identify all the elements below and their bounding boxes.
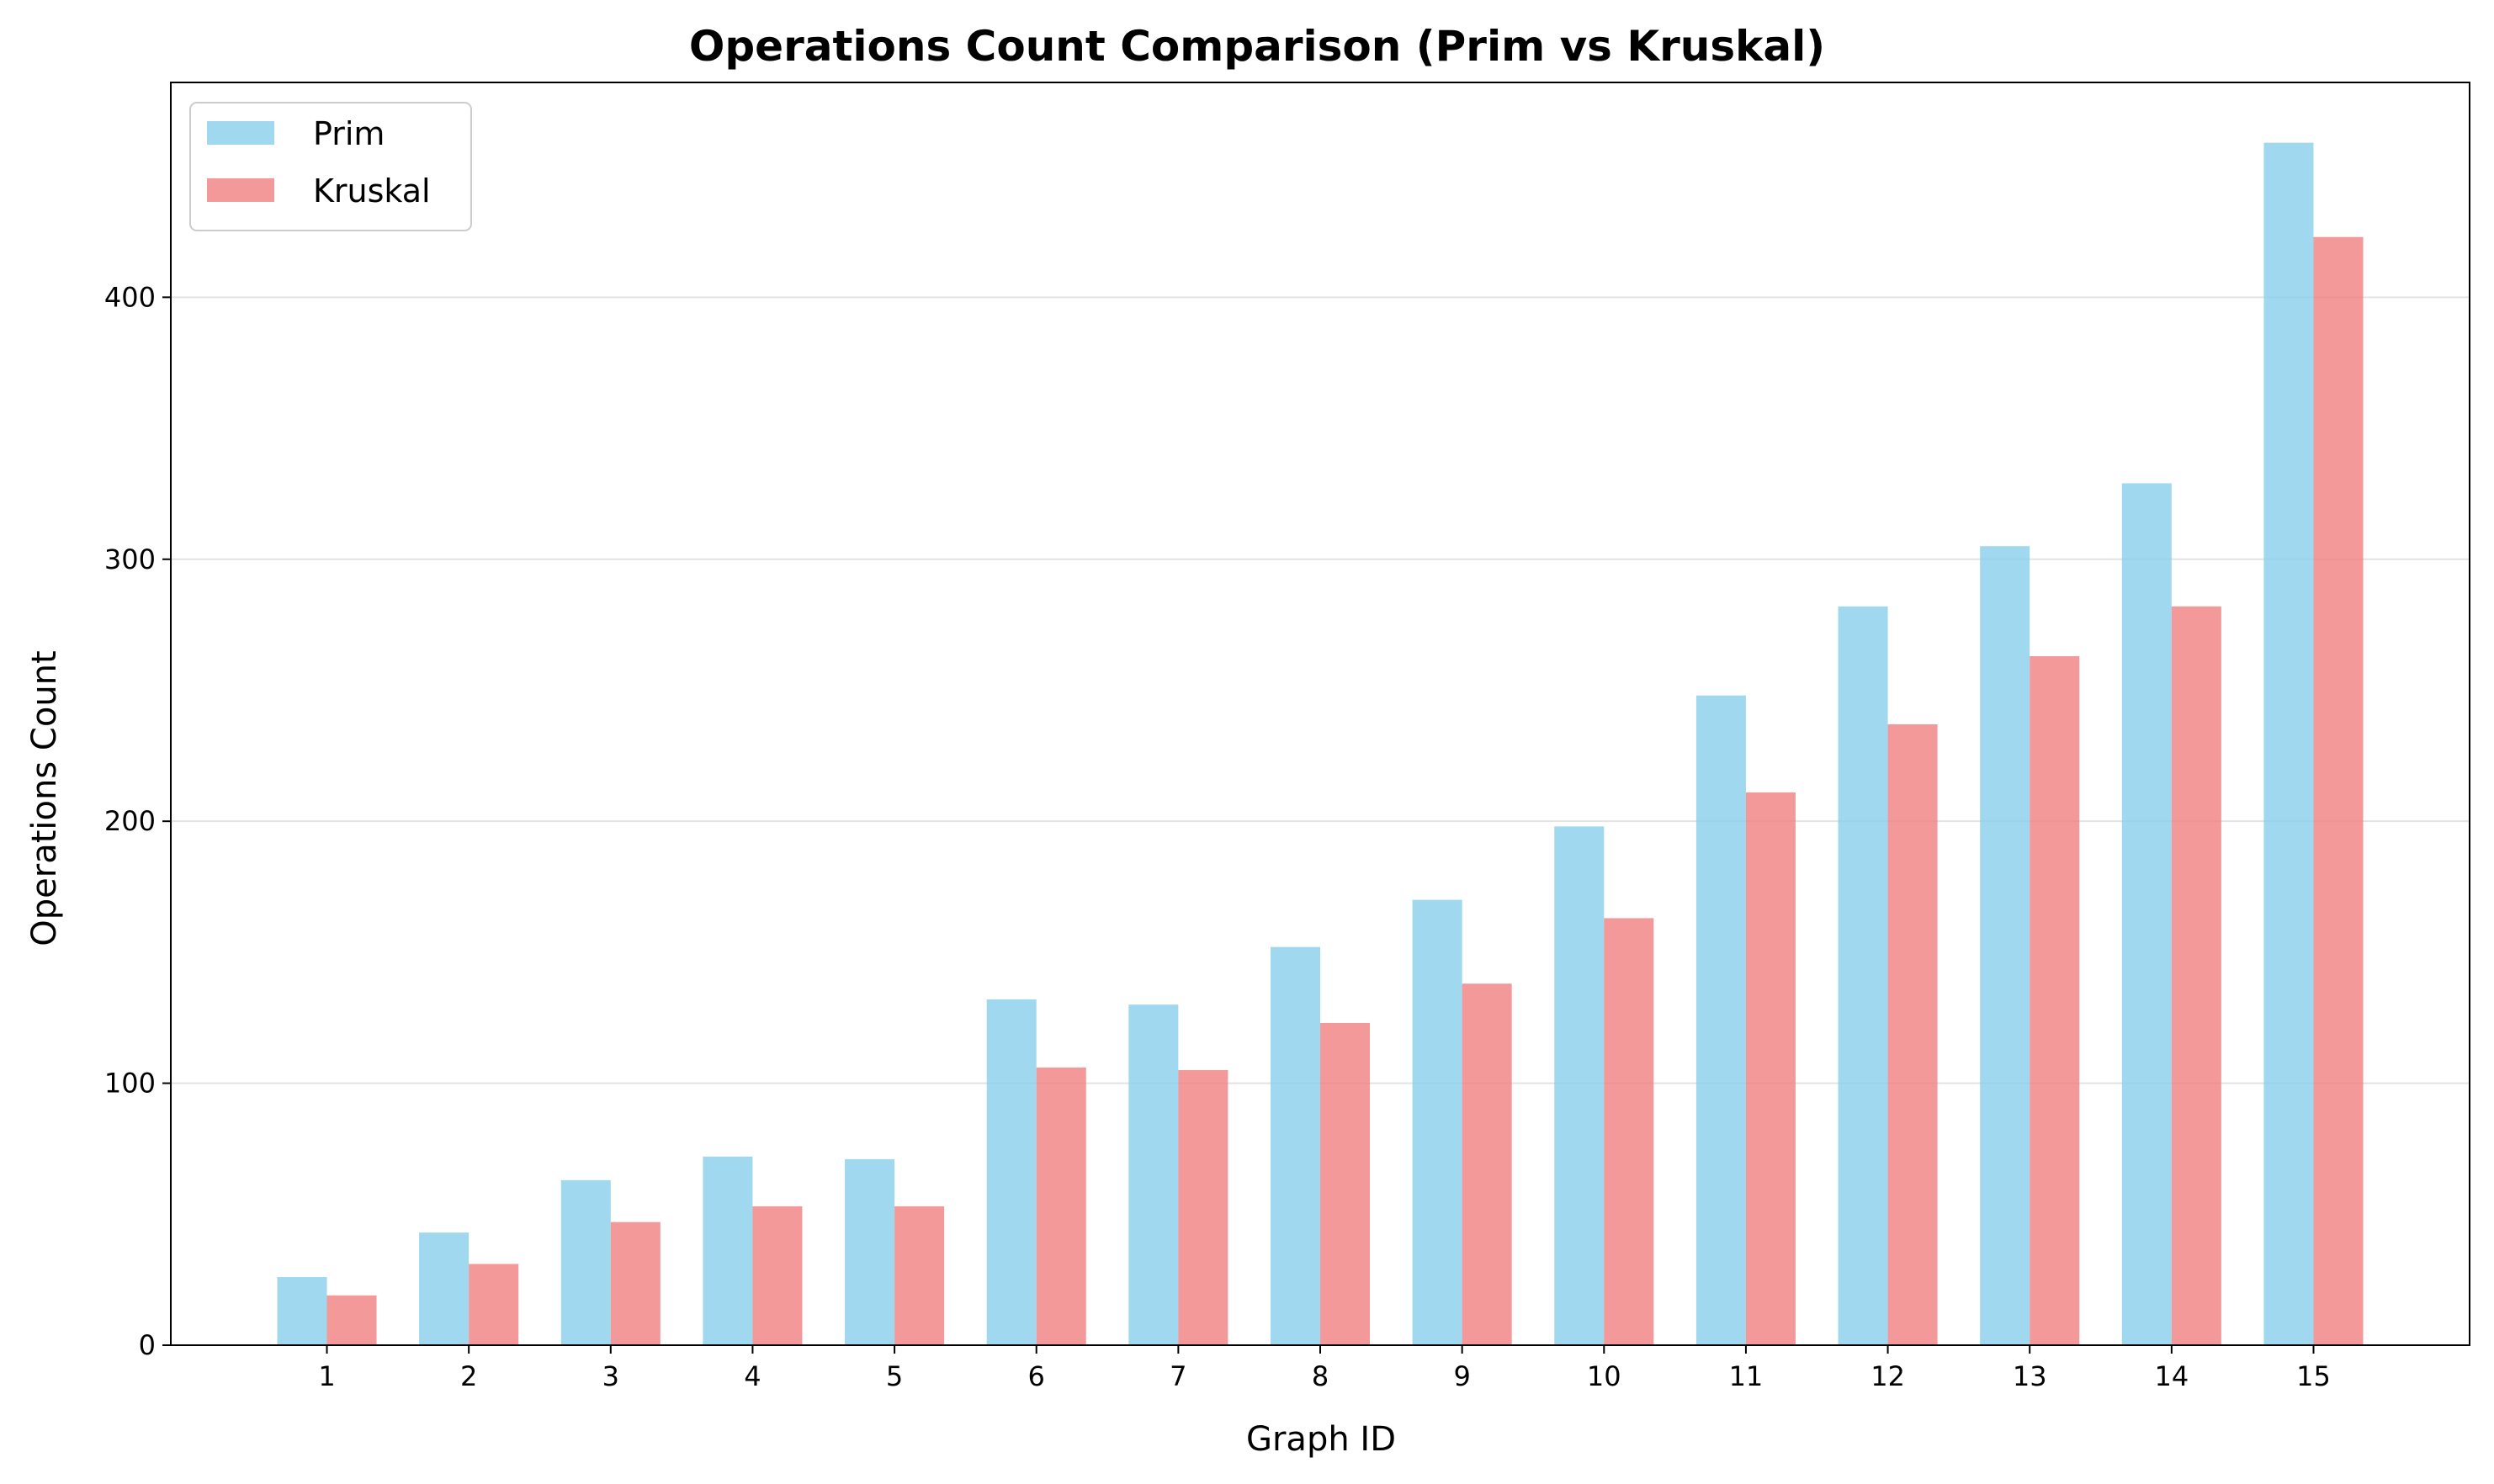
x-axis-ticks: 1 2 3 4 5 6 7 8 9 10 11 12 13 14 15: [318, 1345, 2331, 1392]
x-tick-label: 2: [460, 1360, 477, 1392]
bar-prim-15: [2263, 142, 2314, 1345]
bar-kruskal-14: [2171, 606, 2221, 1345]
x-tick-label: 5: [886, 1360, 903, 1392]
bar-prim-6: [986, 999, 1037, 1345]
bar-prim-14: [2121, 483, 2172, 1345]
bar-kruskal-3: [610, 1222, 661, 1345]
chart-title: Operations Count Comparison (Prim vs Kru…: [689, 22, 1825, 71]
x-tick-label: 1: [318, 1360, 335, 1392]
legend-label-prim: Prim: [313, 115, 385, 152]
bar-prim-12: [1838, 606, 1888, 1345]
bar-prim-5: [845, 1158, 895, 1345]
x-tick-label: 11: [1729, 1360, 1764, 1392]
bar-kruskal-8: [1320, 1022, 1371, 1345]
bar-kruskal-2: [469, 1264, 519, 1345]
bar-kruskal-1: [326, 1295, 377, 1345]
bar-kruskal-11: [1745, 792, 1796, 1345]
y-tick-label: 400: [104, 281, 156, 313]
bar-prim-7: [1128, 1004, 1179, 1345]
x-tick-label: 9: [1453, 1360, 1470, 1392]
y-tick-label: 0: [139, 1329, 156, 1361]
y-axis-ticks: 0 100 200 300 400: [104, 281, 171, 1361]
x-tick-label: 12: [1870, 1360, 1905, 1392]
x-tick-label: 14: [2154, 1360, 2189, 1392]
x-tick-label: 15: [2296, 1360, 2331, 1392]
bar-prim-13: [1980, 546, 2030, 1345]
y-axis-label: Operations Count: [25, 650, 64, 946]
bar-prim-3: [560, 1179, 611, 1345]
bar-kruskal-13: [2030, 655, 2080, 1345]
bar-kruskal-4: [752, 1206, 803, 1345]
legend-label-kruskal: Kruskal: [313, 172, 431, 209]
bar-prim-8: [1270, 946, 1320, 1345]
x-tick-label: 4: [744, 1360, 761, 1392]
x-axis-label: Graph ID: [1246, 1420, 1396, 1459]
legend-swatch-kruskal: [207, 178, 274, 202]
bar-prim-4: [703, 1156, 753, 1345]
bar-kruskal-9: [1462, 983, 1512, 1345]
x-tick-label: 10: [1587, 1360, 1621, 1392]
y-tick-label: 300: [104, 543, 156, 575]
x-tick-label: 13: [2013, 1360, 2047, 1392]
x-tick-label: 3: [602, 1360, 619, 1392]
y-tick-label: 200: [104, 805, 156, 837]
x-tick-label: 7: [1170, 1360, 1186, 1392]
bar-prim-9: [1412, 899, 1462, 1345]
bar-kruskal-5: [894, 1206, 945, 1345]
bar-prim-11: [1695, 695, 1746, 1345]
bar-prim-10: [1554, 826, 1605, 1345]
grid-lines: [171, 296, 2470, 1084]
bar-kruskal-12: [1887, 723, 1938, 1345]
bar-kruskal-10: [1604, 918, 1654, 1345]
legend: Prim Kruskal: [189, 102, 472, 231]
x-tick-label: 8: [1312, 1360, 1329, 1392]
bar-kruskal-6: [1036, 1067, 1086, 1345]
legend-swatch-prim: [207, 121, 274, 145]
bar-prim-2: [419, 1232, 470, 1345]
bar-kruskal-15: [2313, 236, 2364, 1345]
y-tick-label: 100: [104, 1068, 156, 1100]
x-tick-label: 6: [1028, 1360, 1045, 1392]
bars: [277, 142, 2364, 1345]
bar-prim-1: [277, 1277, 327, 1345]
bar-kruskal-7: [1178, 1070, 1228, 1345]
